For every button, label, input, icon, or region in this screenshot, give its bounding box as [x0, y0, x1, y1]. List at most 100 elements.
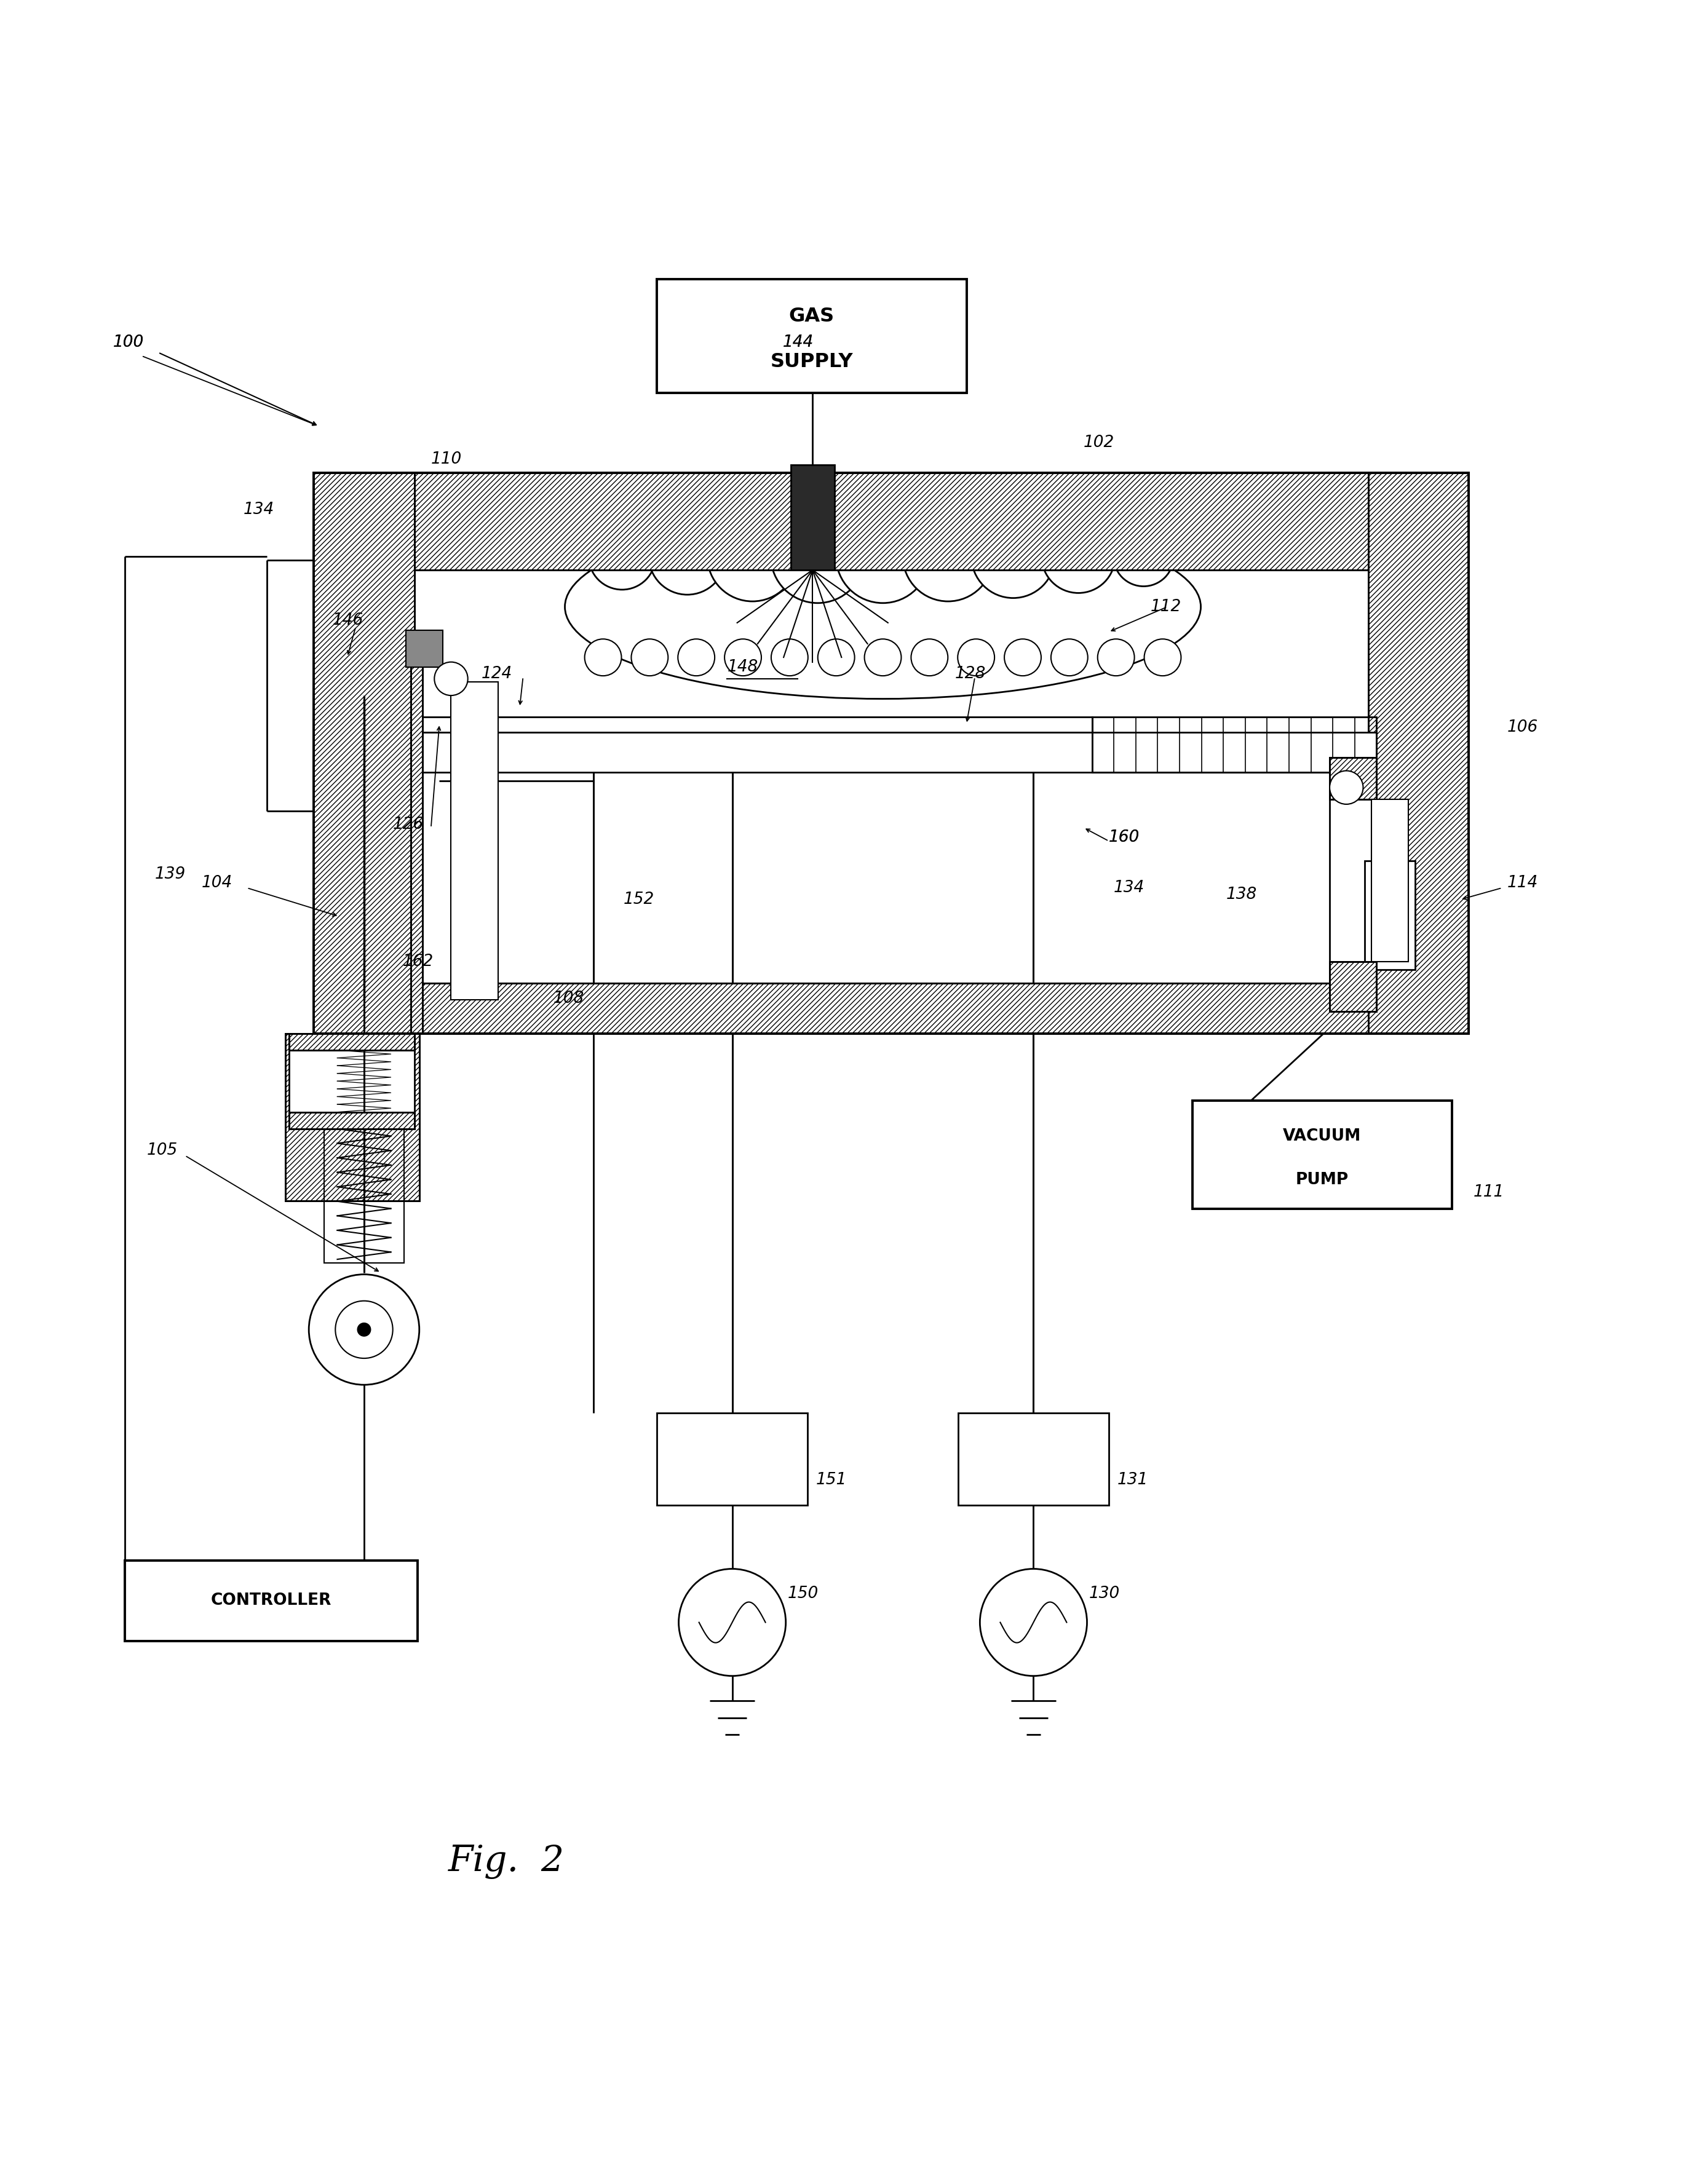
- Text: 152: 152: [624, 891, 654, 909]
- Bar: [289, 1112, 414, 1129]
- Circle shape: [1144, 640, 1181, 675]
- Circle shape: [631, 640, 668, 675]
- Text: VACUUM: VACUUM: [1283, 1129, 1361, 1144]
- Bar: [1367, 474, 1468, 1033]
- Bar: [451, 681, 498, 1000]
- Text: 128: 128: [955, 666, 986, 681]
- Bar: [658, 1413, 807, 1505]
- Text: 112: 112: [1150, 598, 1181, 614]
- Bar: [315, 474, 1468, 570]
- Circle shape: [434, 662, 468, 695]
- Circle shape: [1113, 526, 1174, 585]
- Bar: [289, 1033, 414, 1051]
- Circle shape: [903, 511, 992, 601]
- Circle shape: [678, 1568, 785, 1675]
- Text: 104: 104: [202, 876, 232, 891]
- Circle shape: [678, 640, 715, 675]
- Circle shape: [358, 1324, 370, 1337]
- Circle shape: [589, 522, 656, 590]
- Text: 162: 162: [402, 954, 434, 970]
- Circle shape: [912, 640, 949, 675]
- Bar: [1367, 474, 1468, 1033]
- Text: GAS: GAS: [789, 308, 834, 325]
- Circle shape: [817, 640, 854, 675]
- Bar: [289, 1033, 414, 1129]
- Bar: [422, 732, 1376, 773]
- Bar: [1330, 961, 1376, 1011]
- Bar: [1364, 860, 1415, 970]
- Bar: [325, 1125, 404, 1262]
- Text: 144: 144: [782, 334, 814, 349]
- Text: 126: 126: [392, 817, 424, 832]
- Text: 150: 150: [787, 1586, 819, 1601]
- Bar: [414, 983, 1367, 1033]
- Circle shape: [708, 511, 797, 601]
- Circle shape: [725, 640, 762, 675]
- Text: 105: 105: [146, 1142, 177, 1158]
- Text: 139: 139: [155, 867, 185, 882]
- Circle shape: [1330, 771, 1362, 804]
- Text: 144: 144: [782, 334, 814, 349]
- Circle shape: [309, 1275, 419, 1385]
- Text: 146: 146: [333, 612, 363, 629]
- Text: Fig.  2: Fig. 2: [447, 1843, 565, 1878]
- Bar: [1354, 817, 1468, 983]
- Circle shape: [972, 515, 1055, 598]
- Text: 160: 160: [1108, 830, 1140, 845]
- Text: 100: 100: [113, 334, 145, 349]
- Bar: [289, 1033, 414, 1051]
- Circle shape: [957, 640, 994, 675]
- Text: SUPPLY: SUPPLY: [770, 352, 853, 371]
- Circle shape: [865, 640, 902, 675]
- Text: 100: 100: [113, 334, 145, 349]
- Text: 134: 134: [1113, 880, 1145, 895]
- Bar: [315, 474, 414, 1033]
- Text: 131: 131: [1117, 1472, 1149, 1487]
- Bar: [1371, 799, 1408, 961]
- Bar: [1330, 758, 1376, 799]
- Circle shape: [1041, 520, 1115, 594]
- Bar: [1330, 758, 1376, 799]
- Bar: [315, 474, 1468, 1033]
- Bar: [422, 716, 1092, 732]
- Circle shape: [649, 518, 725, 594]
- Bar: [1354, 817, 1468, 983]
- Text: 124: 124: [481, 666, 511, 681]
- Bar: [414, 983, 1367, 1033]
- Text: 111: 111: [1473, 1184, 1504, 1201]
- Ellipse shape: [565, 515, 1201, 699]
- Text: 110: 110: [431, 452, 463, 467]
- Text: 130: 130: [1088, 1586, 1120, 1601]
- Bar: [315, 474, 1468, 570]
- Bar: [1330, 961, 1376, 1011]
- Bar: [410, 649, 422, 1033]
- Bar: [315, 474, 414, 1033]
- Text: 102: 102: [1083, 435, 1115, 450]
- Bar: [1330, 758, 1376, 1011]
- Bar: [124, 1562, 417, 1640]
- Circle shape: [585, 640, 621, 675]
- Text: PUMP: PUMP: [1295, 1173, 1349, 1188]
- Text: 134: 134: [244, 502, 274, 518]
- Bar: [1092, 716, 1376, 773]
- Circle shape: [770, 509, 865, 603]
- Circle shape: [836, 509, 930, 603]
- Bar: [791, 465, 834, 570]
- Bar: [959, 1413, 1108, 1505]
- Bar: [405, 631, 442, 666]
- Text: 160: 160: [1108, 830, 1140, 845]
- Text: 151: 151: [816, 1472, 846, 1487]
- Bar: [289, 1112, 414, 1129]
- Circle shape: [1004, 640, 1041, 675]
- Circle shape: [981, 1568, 1087, 1675]
- Circle shape: [335, 1302, 394, 1358]
- Bar: [410, 649, 422, 1033]
- Text: CONTROLLER: CONTROLLER: [210, 1592, 331, 1610]
- Bar: [414, 570, 1367, 983]
- Circle shape: [1051, 640, 1088, 675]
- Circle shape: [1098, 640, 1134, 675]
- Text: 138: 138: [1226, 887, 1256, 902]
- Bar: [286, 1033, 419, 1201]
- Circle shape: [770, 640, 807, 675]
- Bar: [286, 1033, 419, 1201]
